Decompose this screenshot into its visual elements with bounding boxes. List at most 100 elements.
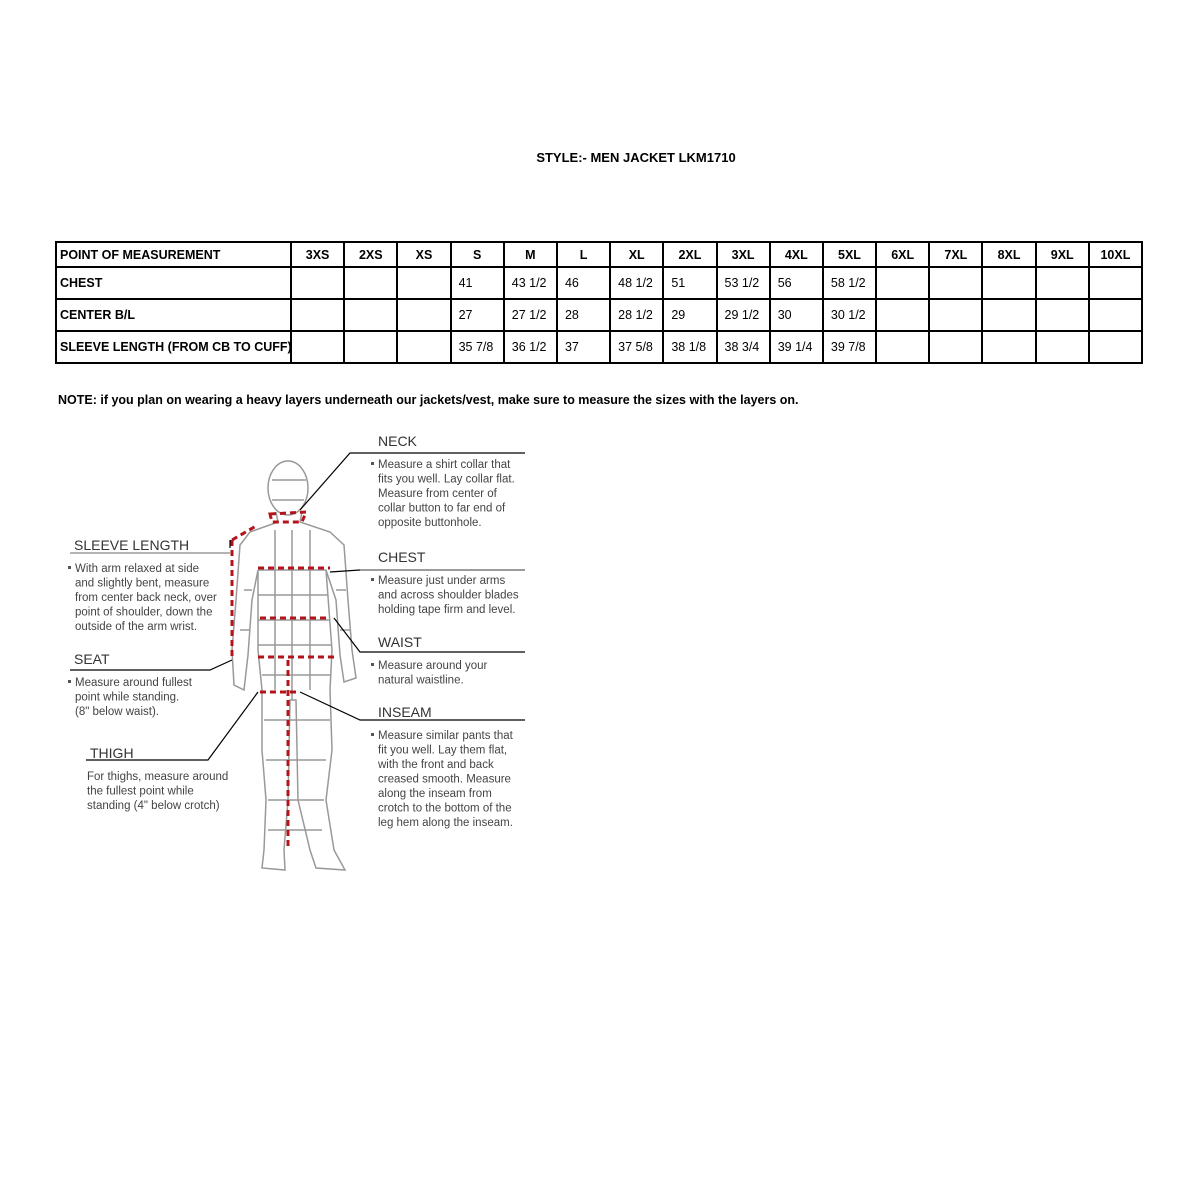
cell: 27	[449, 298, 505, 332]
label-text: creased smooth. Measure	[378, 774, 511, 786]
cell	[343, 330, 399, 364]
label-text: leg hem along the inseam.	[378, 817, 513, 829]
figure	[231, 460, 357, 871]
label-text: point of shoulder, down the	[75, 607, 212, 619]
cell	[289, 330, 346, 364]
label-text: Measure around your	[378, 660, 487, 672]
cell: 39 7/8	[821, 330, 878, 364]
leader-lines	[70, 452, 525, 761]
cell: 37 5/8	[609, 330, 665, 364]
cell: 35 7/8	[449, 330, 505, 364]
label-text: and slightly bent, measure	[75, 578, 209, 590]
cell	[981, 330, 1037, 364]
label-text: Measure from center of	[378, 488, 498, 500]
label-text: collar button to far end of	[378, 503, 506, 515]
diagram: NECK Measure a shirt collar that fits you …	[68, 433, 525, 871]
table-row: CHEST 41 43 1/2 46 48 1/2 51 53 1/2 56 58 1/2	[55, 266, 1144, 300]
cell: 46	[555, 266, 612, 300]
table-row: SLEEVE LENGTH (FROM CB TO CUFF) 35 7/8 36 …	[55, 330, 1144, 364]
cell: 29	[662, 298, 718, 332]
label-text: from center back neck, over	[75, 592, 217, 604]
cell: 8XL	[981, 241, 1037, 268]
label-heading: SEAT	[74, 651, 110, 667]
cell: 3XL	[715, 241, 771, 268]
cell: 9XL	[1034, 241, 1090, 268]
cell: 39 1/4	[768, 330, 824, 364]
label-text: Measure similar pants that	[378, 730, 514, 742]
label-text: Measure just under arms	[378, 575, 505, 587]
cell: 7XL	[928, 241, 984, 268]
cell: 51	[662, 266, 718, 300]
label-text: crotch to the bottom of the	[378, 803, 512, 815]
cell: 2XS	[343, 241, 399, 268]
label-text: For thighs, measure around	[87, 771, 228, 783]
label-text: fit you well. Lay them flat,	[378, 745, 507, 757]
cell: 30	[768, 298, 824, 332]
cell	[289, 266, 346, 300]
cell: 58 1/2	[821, 266, 878, 300]
cell: 5XL	[821, 241, 878, 268]
cell	[1034, 298, 1090, 332]
cell: 37	[555, 330, 612, 364]
cell	[343, 266, 399, 300]
bullet	[371, 733, 374, 736]
label-heading: WAIST	[378, 634, 422, 650]
row-label: SLEEVE LENGTH (FROM CB TO CUFF)	[55, 330, 292, 364]
cell	[1087, 298, 1144, 332]
cell: 36 1/2	[502, 330, 558, 364]
cell	[1034, 266, 1090, 300]
cell	[928, 330, 984, 364]
label-text: with the front and back	[377, 759, 494, 771]
label-text: (8" below waist).	[75, 706, 159, 718]
cell	[396, 330, 452, 364]
cell: 27 1/2	[502, 298, 558, 332]
cell: M	[502, 241, 558, 268]
label-text: the fullest point while	[87, 786, 194, 798]
label-heading: THIGH	[90, 745, 134, 761]
cell	[928, 266, 984, 300]
cell: 38 3/4	[715, 330, 771, 364]
cell: 28 1/2	[609, 298, 665, 332]
label-text: standing (4" below crotch)	[87, 800, 220, 812]
row-label: CENTER B/L	[55, 298, 292, 332]
title: STYLE:- MEN JACKET LKM1710	[536, 150, 736, 165]
label-text: natural waistline.	[378, 675, 464, 687]
label-text: Measure a shirt collar that	[378, 459, 511, 471]
label-text: along the inseam from	[378, 788, 492, 800]
cell: 43 1/2	[502, 266, 558, 300]
label-text: Measure around fullest	[75, 677, 193, 689]
cell: 28	[555, 298, 612, 332]
cell: 48 1/2	[609, 266, 665, 300]
header-row: POINT OF MEASUREMENT 3XS 2XS XS S M L XL 2XL 3XL 4…	[55, 241, 1144, 268]
cell: 38 1/8	[662, 330, 718, 364]
bullet	[68, 566, 71, 569]
label-text: outside of the arm wrist.	[75, 621, 197, 633]
cell	[289, 298, 346, 332]
row-label: CHEST	[55, 266, 292, 300]
cell: S	[449, 241, 505, 268]
cell: 3XS	[289, 241, 346, 268]
label-text: opposite buttonhole.	[378, 517, 482, 529]
cell: 53 1/2	[715, 266, 771, 300]
cell: XS	[396, 241, 452, 268]
cell	[396, 266, 452, 300]
size-table: POINT OF MEASUREMENT 3XS 2XS XS S M L XL 2XL 3XL 4…	[55, 241, 1144, 364]
cell: 41	[449, 266, 505, 300]
label-text: holding tape firm and level.	[378, 604, 515, 616]
bullet	[371, 578, 374, 581]
cell	[1034, 330, 1090, 364]
cell	[928, 298, 984, 332]
cell: 2XL	[662, 241, 718, 268]
cell: 6XL	[875, 241, 931, 268]
bullet	[371, 663, 374, 666]
label-text: and across shoulder blades	[378, 590, 519, 602]
bullet	[371, 462, 374, 465]
measure-lines	[230, 510, 334, 850]
label-heading: NECK	[378, 433, 418, 449]
cell: L	[555, 241, 612, 268]
cell: 56	[768, 266, 824, 300]
cell: POINT OF MEASUREMENT	[55, 241, 292, 268]
cell	[875, 298, 931, 332]
cell	[981, 298, 1037, 332]
